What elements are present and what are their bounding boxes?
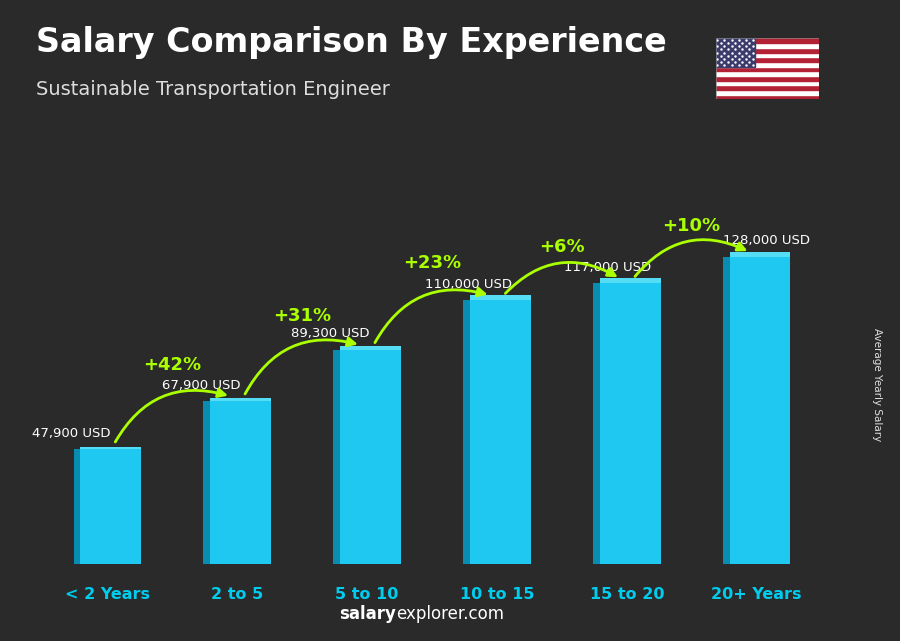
Bar bbox=[716, 71, 819, 76]
Bar bbox=[464, 300, 470, 564]
Text: 128,000 USD: 128,000 USD bbox=[724, 235, 811, 247]
Text: 15 to 20: 15 to 20 bbox=[590, 587, 664, 602]
Bar bbox=[74, 449, 80, 564]
Text: salary: salary bbox=[339, 605, 396, 623]
Bar bbox=[211, 401, 271, 564]
Text: 47,900 USD: 47,900 USD bbox=[32, 427, 111, 440]
Bar bbox=[716, 43, 819, 48]
Bar bbox=[730, 257, 790, 564]
Bar bbox=[599, 283, 661, 564]
Bar bbox=[716, 38, 755, 67]
Bar bbox=[599, 278, 661, 283]
Bar bbox=[80, 447, 141, 449]
Bar bbox=[716, 81, 819, 85]
Bar bbox=[716, 57, 819, 62]
Text: Sustainable Transportation Engineer: Sustainable Transportation Engineer bbox=[36, 80, 390, 99]
Text: +6%: +6% bbox=[539, 238, 585, 256]
Text: 110,000 USD: 110,000 USD bbox=[425, 278, 512, 290]
Bar bbox=[470, 296, 531, 300]
Text: 2 to 5: 2 to 5 bbox=[212, 587, 264, 602]
Bar bbox=[716, 85, 819, 90]
FancyArrowPatch shape bbox=[505, 262, 616, 294]
FancyArrowPatch shape bbox=[375, 288, 485, 343]
Bar bbox=[333, 350, 340, 564]
Text: 5 to 10: 5 to 10 bbox=[336, 587, 399, 602]
Text: Average Yearly Salary: Average Yearly Salary bbox=[872, 328, 883, 441]
Text: < 2 Years: < 2 Years bbox=[65, 587, 150, 602]
Bar bbox=[716, 53, 819, 57]
Bar bbox=[716, 38, 819, 43]
FancyArrowPatch shape bbox=[245, 338, 355, 394]
Text: +10%: +10% bbox=[662, 217, 721, 235]
Bar bbox=[716, 67, 819, 71]
FancyArrowPatch shape bbox=[635, 240, 745, 276]
Bar bbox=[593, 283, 599, 564]
Bar bbox=[470, 300, 531, 564]
Text: 117,000 USD: 117,000 USD bbox=[563, 261, 651, 274]
Bar bbox=[203, 401, 211, 564]
Text: +23%: +23% bbox=[403, 254, 461, 272]
Text: +42%: +42% bbox=[143, 356, 202, 374]
Bar bbox=[716, 76, 819, 81]
Text: 10 to 15: 10 to 15 bbox=[460, 587, 535, 602]
Bar bbox=[211, 398, 271, 401]
Text: 89,300 USD: 89,300 USD bbox=[292, 328, 370, 340]
Text: +31%: +31% bbox=[273, 306, 331, 324]
Text: explorer.com: explorer.com bbox=[396, 605, 504, 623]
Bar bbox=[340, 346, 400, 350]
Text: 20+ Years: 20+ Years bbox=[711, 587, 802, 602]
FancyArrowPatch shape bbox=[115, 389, 225, 442]
Bar bbox=[80, 449, 141, 564]
Bar bbox=[716, 62, 819, 67]
Bar bbox=[340, 350, 400, 564]
Bar bbox=[716, 90, 819, 95]
Bar bbox=[716, 48, 819, 53]
Text: 67,900 USD: 67,900 USD bbox=[162, 379, 240, 392]
Text: Salary Comparison By Experience: Salary Comparison By Experience bbox=[36, 26, 667, 58]
Bar bbox=[716, 95, 819, 99]
Bar bbox=[730, 251, 790, 257]
Bar bbox=[723, 257, 730, 564]
